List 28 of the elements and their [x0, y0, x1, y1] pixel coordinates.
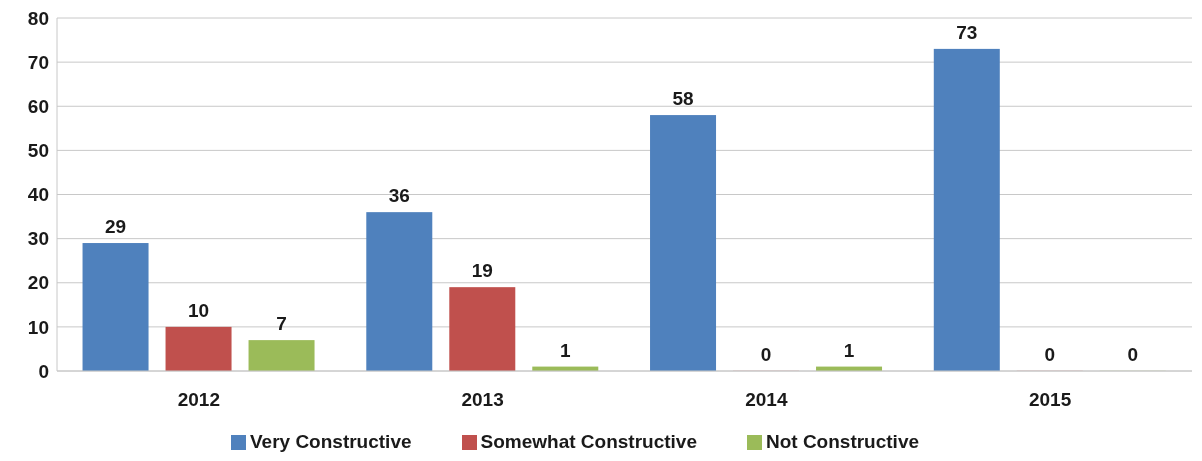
data-label: 36: [388, 185, 410, 207]
x-tick-label: 2013: [461, 389, 504, 411]
y-tick-label: 10: [27, 316, 49, 338]
y-tick-label: 30: [27, 228, 49, 250]
data-label: 10: [187, 299, 210, 321]
data-label: 1: [843, 339, 855, 361]
data-label: 0: [760, 344, 772, 365]
data-label: 73: [956, 21, 978, 43]
y-tick-label: 60: [27, 96, 49, 117]
legend-label: Very Constructive: [249, 431, 412, 452]
legend-label: Not Constructive: [765, 431, 920, 452]
data-label: 19: [471, 260, 493, 282]
y-tick-label: 40: [27, 184, 49, 206]
y-tick-label: 80: [27, 7, 49, 29]
data-label: 0: [1127, 344, 1139, 365]
y-tick-label: 20: [27, 272, 49, 294]
y-tick-label: 70: [27, 51, 49, 73]
data-label: 1: [560, 339, 571, 361]
data-label: 58: [672, 88, 694, 110]
data-label: 0: [1044, 344, 1056, 365]
x-tick-label: 2012: [177, 389, 221, 411]
legend-label: Somewhat Constructive: [480, 431, 697, 452]
x-tick-label: 2014: [745, 389, 788, 411]
data-label: 29: [104, 216, 127, 238]
y-tick-label: 50: [27, 140, 49, 162]
y-tick-label: 0: [38, 360, 49, 382]
x-tick-label: 2015: [1028, 389, 1072, 411]
data-label: 7: [276, 313, 287, 335]
